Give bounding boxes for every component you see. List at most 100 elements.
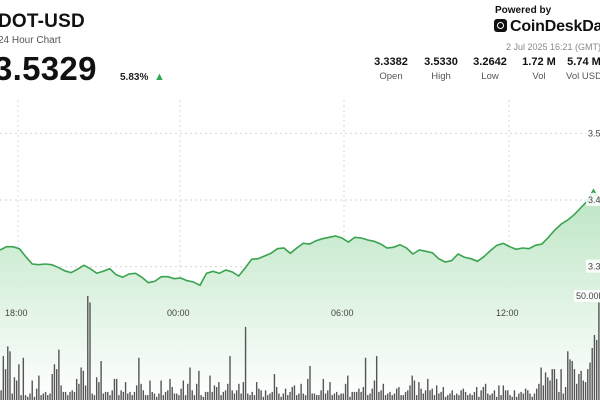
volume-bar — [375, 356, 378, 400]
volume-bar — [575, 383, 578, 400]
volume-bar — [102, 393, 105, 400]
x-tick-label: 12:00 — [496, 308, 519, 318]
volume-bar — [295, 395, 298, 400]
volume-bar — [253, 395, 256, 400]
volume-bar — [458, 395, 460, 400]
volume-bar — [407, 390, 409, 400]
volume-bar — [384, 395, 387, 400]
current-price: 3.5329 — [0, 50, 97, 87]
volume-bar — [371, 388, 373, 400]
volume-bar — [527, 390, 529, 400]
volume-bar — [444, 396, 447, 400]
volume-bar — [433, 395, 436, 400]
volume-bar — [467, 395, 469, 400]
volume-bar — [118, 395, 120, 400]
volume-bar — [555, 378, 558, 400]
volume-bar — [142, 390, 145, 400]
volume-bar — [533, 393, 536, 400]
volume-bar — [293, 385, 296, 400]
volume-bar — [262, 396, 265, 400]
volume-bar — [507, 390, 509, 400]
volume-bar — [260, 390, 262, 400]
volume-bar — [169, 378, 171, 400]
volume-bar — [198, 370, 200, 400]
volume-bar — [182, 380, 185, 400]
volume-bar — [84, 385, 87, 400]
volume-bar — [558, 391, 560, 400]
volume-bar — [95, 377, 98, 400]
stat-value: 3.2642 — [473, 56, 507, 68]
powered-by-label: Powered by — [495, 5, 552, 16]
volume-bar — [89, 302, 91, 400]
volume-bar — [335, 391, 338, 400]
volume-tick-label: 50.00K — [576, 291, 600, 301]
volume-bar — [511, 396, 513, 400]
volume-bar — [538, 383, 540, 400]
volume-bar — [438, 393, 440, 400]
volume-bar — [278, 393, 280, 400]
volume-bar — [38, 375, 40, 400]
volume-bar — [351, 391, 353, 400]
volume-bar — [4, 369, 7, 400]
volume-bar — [584, 382, 587, 400]
up-arrow-icon: ▲ — [154, 71, 165, 83]
volume-bar — [502, 385, 505, 400]
volume-bar — [255, 382, 258, 400]
volume-bar — [202, 396, 205, 400]
volume-bar — [489, 395, 491, 400]
volume-bar — [329, 382, 331, 400]
volume-bar — [298, 393, 300, 400]
volume-bar — [60, 385, 62, 400]
volume-bar — [522, 393, 525, 400]
volume-bar — [398, 387, 400, 400]
volume-bar — [429, 390, 431, 400]
volume-bar — [347, 375, 349, 400]
volume-bar — [480, 390, 482, 400]
volume-bar — [389, 391, 391, 400]
volume-bar — [227, 383, 229, 400]
price-line — [0, 188, 600, 287]
volume-bar — [173, 393, 176, 400]
volume-bar — [395, 388, 398, 400]
volume-bar — [275, 387, 278, 400]
volume-bars — [0, 296, 600, 400]
volume-bar — [442, 387, 445, 400]
volume-bar — [562, 393, 565, 400]
volume-bar — [249, 395, 251, 400]
volume-bar — [233, 393, 236, 400]
volume-bar — [322, 378, 325, 400]
volume-bar — [360, 391, 362, 400]
volume-bar — [364, 357, 367, 400]
volume-bar — [440, 391, 442, 400]
volume-bar — [64, 391, 67, 400]
volume-bar — [195, 383, 198, 400]
volume-bar — [33, 396, 36, 400]
volume-bar — [124, 382, 127, 400]
volume-bar — [573, 369, 576, 400]
volume-bar — [273, 374, 276, 400]
volume-bar — [349, 396, 351, 400]
volume-bar — [78, 383, 80, 400]
volume-bar — [213, 385, 216, 400]
volume-bar — [402, 395, 405, 400]
volume-bar — [71, 390, 73, 400]
volume-bar — [589, 362, 591, 400]
volume-bar — [331, 395, 333, 400]
y-tick-label: 3.5 — [588, 128, 600, 138]
volume-bar — [82, 370, 85, 400]
volume-bar — [149, 380, 151, 400]
volume-bar — [518, 393, 520, 400]
volume-bar — [318, 395, 320, 400]
volume-bar — [578, 374, 580, 400]
volume-bar — [515, 396, 518, 400]
volume-bar — [42, 393, 45, 400]
volume-bar — [304, 395, 307, 400]
volume-bar — [393, 393, 396, 400]
volume-bar — [155, 396, 158, 400]
y-tick-background — [586, 259, 600, 273]
volume-bar — [580, 370, 582, 400]
volume-bar — [127, 393, 129, 400]
volume-bar — [215, 387, 218, 400]
volume-bar — [167, 390, 169, 400]
volume-bar — [175, 393, 178, 400]
